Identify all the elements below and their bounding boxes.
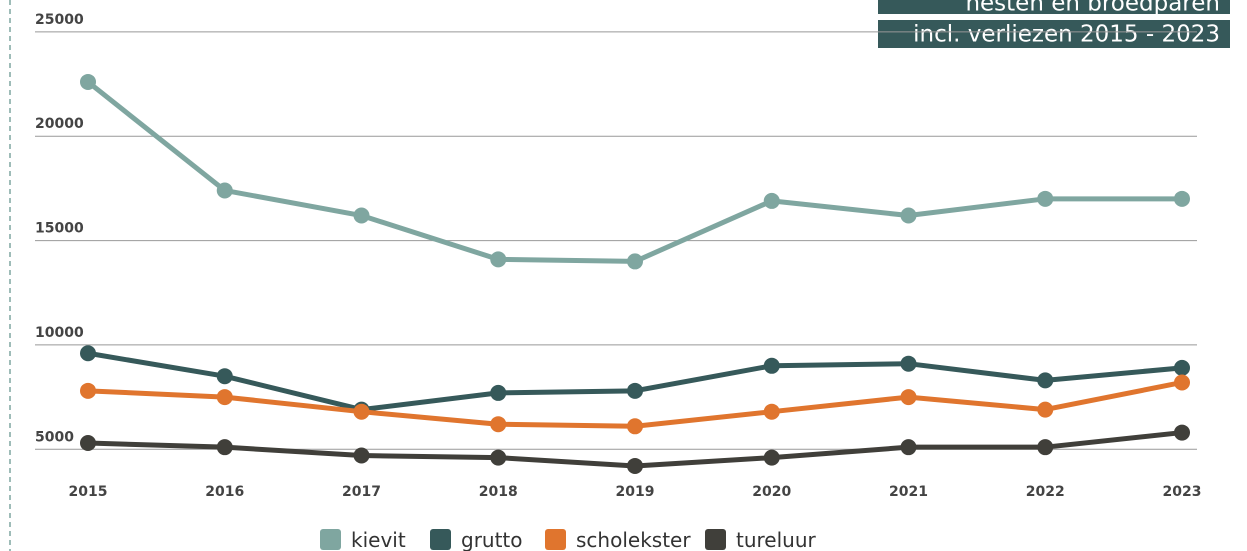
y-tick-label: 20000: [35, 116, 84, 132]
x-tick-label: 2015: [69, 484, 108, 500]
data-point: [490, 384, 507, 401]
data-point: [80, 73, 96, 90]
x-tick-label: 2019: [616, 484, 655, 500]
data-point: [763, 449, 780, 466]
data-point: [763, 192, 780, 209]
y-tick-label: 15000: [35, 221, 84, 237]
data-point: [1037, 401, 1054, 418]
data-point: [216, 182, 233, 199]
data-point: [1037, 372, 1054, 389]
x-tick-label: 2023: [1163, 484, 1202, 500]
data-point: [216, 439, 233, 456]
legend-label: kievit: [351, 528, 406, 551]
data-point: [1037, 190, 1054, 207]
series-line: [86, 79, 1182, 264]
data-point: [80, 345, 96, 362]
data-point: [627, 418, 643, 435]
x-tick-label: 2016: [205, 484, 244, 500]
legend-label: tureluur: [736, 528, 817, 551]
data-point: [1174, 374, 1190, 391]
data-point: [353, 207, 370, 224]
title-box: [878, 0, 1230, 14]
data-point: [900, 389, 917, 406]
chart-title: nesten en broedparen: [965, 0, 1220, 17]
y-tick-label: 5000: [35, 429, 74, 445]
data-point: [763, 403, 780, 420]
data-point: [1037, 439, 1054, 456]
data-point: [627, 382, 643, 399]
data-point: [1174, 190, 1190, 207]
x-tick-label: 2017: [342, 484, 381, 500]
data-point: [900, 207, 917, 224]
data-point: [763, 357, 780, 374]
x-tick-label: 2020: [752, 484, 791, 500]
legend-label: scholekster: [576, 528, 691, 551]
data-point: [627, 457, 643, 474]
data-point: [1174, 359, 1190, 376]
y-tick-label: 10000: [35, 325, 84, 341]
chart-subtitle: incl. verliezen 2015 - 2023: [913, 22, 1220, 48]
data-point: [900, 439, 917, 456]
x-tick-label: 2021: [889, 484, 928, 500]
data-point: [900, 355, 917, 372]
data-point: [80, 382, 96, 399]
legend-swatch: [545, 529, 566, 550]
subtitle-box: [878, 20, 1230, 48]
legend-swatch: [320, 529, 341, 550]
x-tick-label: 2022: [1026, 484, 1065, 500]
x-tick-label: 2018: [479, 484, 518, 500]
data-point: [80, 435, 96, 451]
data-point: [216, 389, 233, 406]
data-point: [353, 447, 370, 464]
data-point: [353, 403, 370, 420]
data-point: [490, 416, 507, 433]
legend-swatch: [705, 529, 726, 550]
data-point: [490, 251, 507, 268]
data-point: [216, 368, 233, 385]
data-point: [627, 253, 643, 270]
y-tick-label: 25000: [35, 12, 84, 28]
data-point: [1174, 424, 1190, 441]
data-point: [490, 449, 507, 466]
legend-label: grutto: [461, 528, 523, 551]
legend-swatch: [430, 529, 451, 550]
